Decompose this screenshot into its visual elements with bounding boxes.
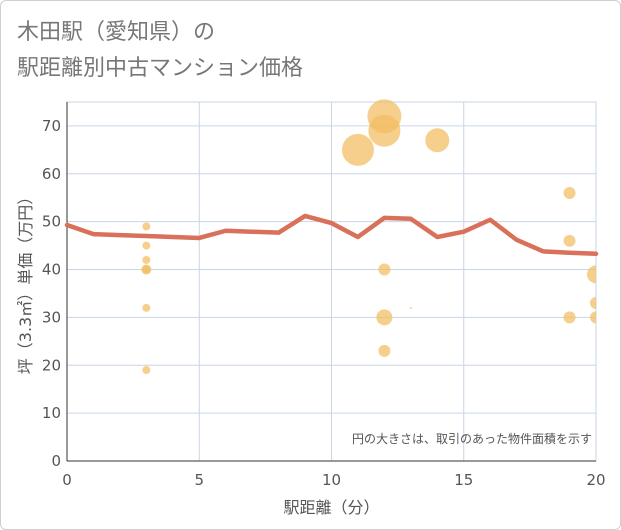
bubble-size-note: 円の大きさは、取引のあった物件面積を示す xyxy=(352,431,592,446)
x-tick-label: 15 xyxy=(454,471,473,489)
x-tick-label: 0 xyxy=(62,471,72,489)
transaction-bubbles xyxy=(141,99,596,375)
transaction-bubble xyxy=(378,263,391,276)
transaction-bubble xyxy=(368,114,401,147)
y-tick-label: 0 xyxy=(51,452,61,470)
transaction-bubble xyxy=(142,366,151,375)
transaction-bubble xyxy=(563,186,576,199)
transaction-bubble xyxy=(378,344,391,357)
transaction-bubble xyxy=(590,311,596,324)
chart-title-line-2: 駅距離別中古マンション価格 xyxy=(17,56,304,81)
transaction-bubble xyxy=(142,222,151,231)
y-tick-label: 50 xyxy=(42,213,61,231)
x-axis-label: 駅距離（分） xyxy=(283,498,379,517)
y-tick-label: 10 xyxy=(42,404,61,422)
x-tick-label: 20 xyxy=(586,471,605,489)
y-axis-label: 坪（3.3㎡）単価（万円） xyxy=(16,189,35,374)
transaction-bubble xyxy=(341,133,374,166)
y-tick-label: 60 xyxy=(42,165,61,183)
x-axis-ticks: 0 5 10 15 20 xyxy=(62,471,605,489)
transaction-bubble xyxy=(142,303,151,312)
transaction-bubble xyxy=(563,234,576,247)
transaction-bubble xyxy=(376,309,393,326)
transaction-bubble xyxy=(587,265,596,284)
chart-title: 木田駅（愛知県）の 駅距離別中古マンション価格 xyxy=(17,15,303,87)
transaction-bubble xyxy=(590,297,596,310)
grid-lines xyxy=(66,101,597,462)
y-axis-ticks: 0 10 20 30 40 50 60 70 xyxy=(42,117,61,470)
x-tick-label: 10 xyxy=(322,471,341,489)
transaction-bubble xyxy=(425,128,450,153)
transaction-bubble xyxy=(142,255,151,264)
chart-title-line-1: 木田駅（愛知県）の xyxy=(17,20,216,45)
transaction-bubble xyxy=(142,265,151,274)
average-price-line-group xyxy=(64,213,599,256)
transaction-bubble xyxy=(563,311,576,324)
y-tick-label: 40 xyxy=(42,261,61,279)
transaction-bubble xyxy=(409,306,412,309)
y-tick-label: 30 xyxy=(42,308,61,326)
y-tick-label: 20 xyxy=(42,356,61,374)
average-price-line xyxy=(64,213,599,256)
x-tick-label: 5 xyxy=(194,471,204,489)
y-tick-label: 70 xyxy=(42,117,61,135)
transaction-bubble xyxy=(142,241,151,250)
